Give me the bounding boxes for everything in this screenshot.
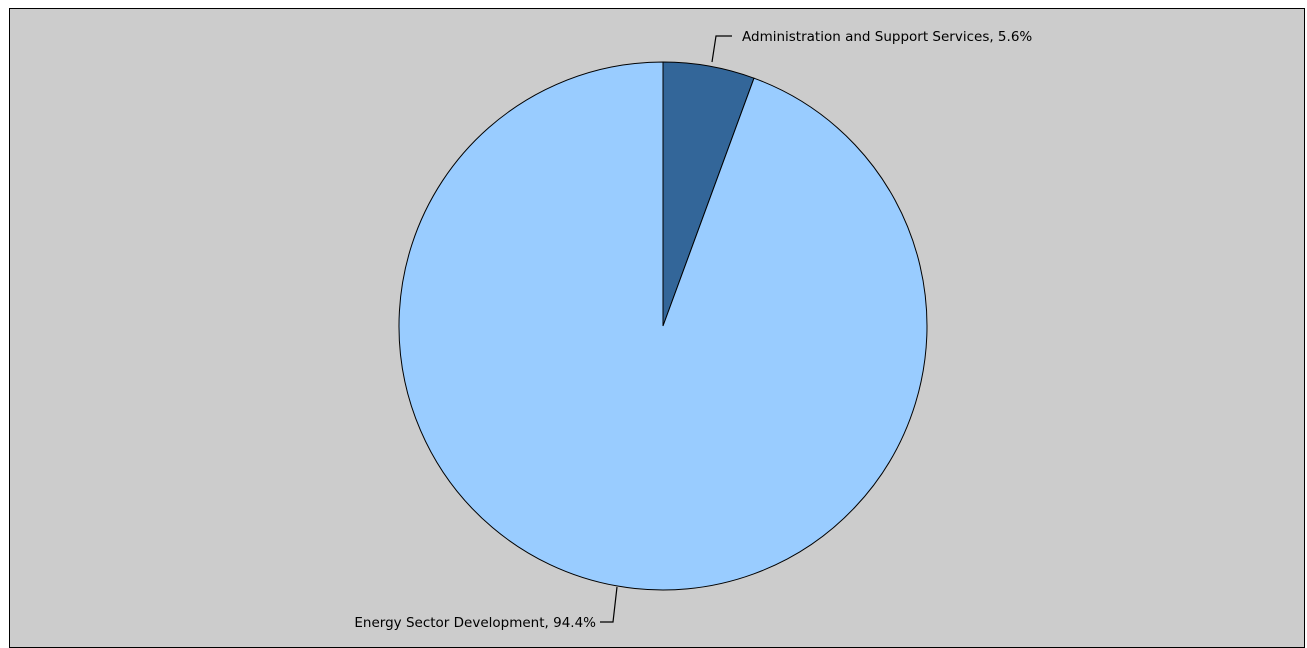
leader-line-administration [711,35,732,63]
leader-line-energy-sector [600,586,618,623]
pie-slice-energy-sector-development [398,61,928,591]
slice-label-energy-sector: Energy Sector Development, 94.4% [354,615,596,631]
slice-label-administration: Administration and Support Services, 5.6… [742,29,1032,45]
